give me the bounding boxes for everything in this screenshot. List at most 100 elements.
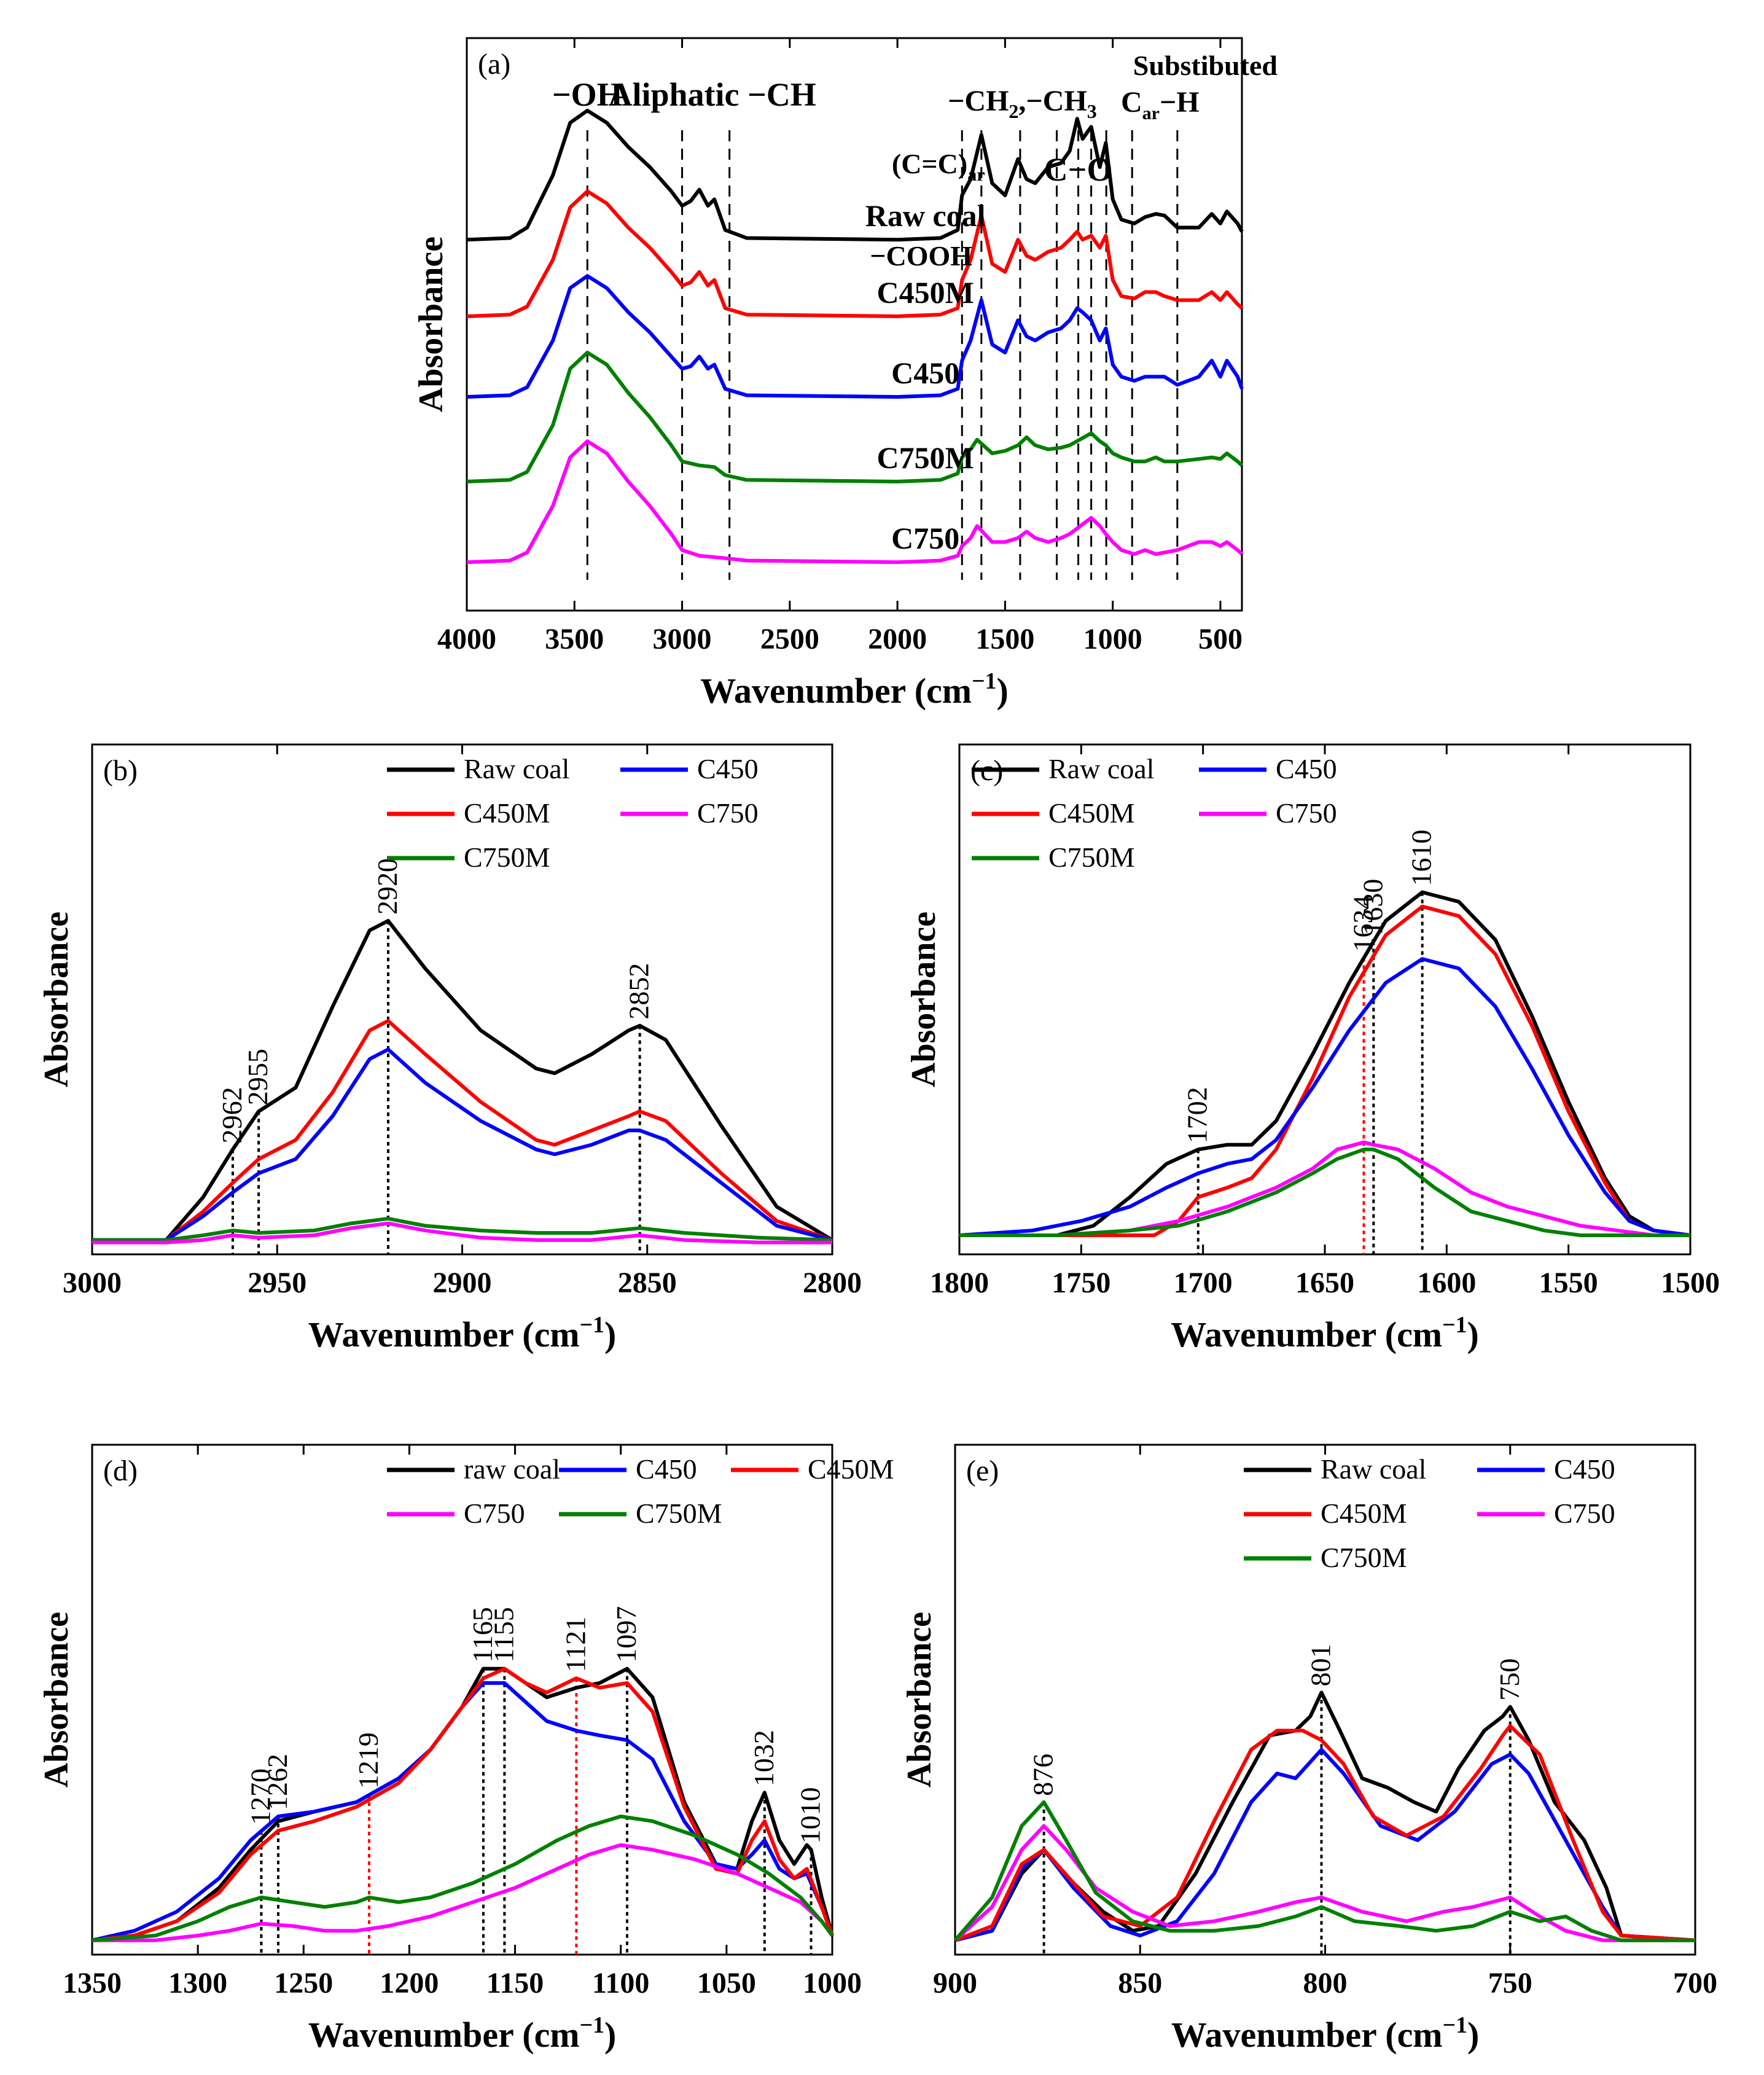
x-tick-label: 2500 xyxy=(760,623,819,655)
annotation-oh: −OH xyxy=(552,76,623,113)
legend-label: C450M xyxy=(464,797,550,829)
x-tick-label: 1600 xyxy=(1417,1267,1476,1299)
peak-label: 1010 xyxy=(795,1787,826,1843)
series-c750m xyxy=(92,1216,833,1242)
x-axis-label: Wavenumber (cm−1) xyxy=(308,1312,617,1354)
series-c450m xyxy=(92,1018,833,1242)
x-tick-label: 1500 xyxy=(975,623,1034,655)
x-tick-label: 2900 xyxy=(433,1267,492,1299)
x-tick-label: 3000 xyxy=(63,1267,122,1299)
series-c450 xyxy=(959,957,1691,1237)
x-tick-label: 750 xyxy=(1488,1967,1532,1999)
panel-b: 3000 2950 2900 2850 2800 Wavenumber (cm−1) Abs… xyxy=(37,743,862,1354)
y-axis-label: Absorbance xyxy=(905,912,943,1087)
peak-label: 1610 xyxy=(1406,829,1437,886)
series-c450m xyxy=(959,904,1691,1237)
x-tick-label: 2850 xyxy=(618,1267,677,1299)
peak-label: 1155 xyxy=(488,1607,519,1662)
legend-label: C450 xyxy=(1554,1453,1615,1485)
series-raw-coal xyxy=(954,1690,1696,1942)
series-c450m xyxy=(92,1667,834,1942)
panel-d: 1350 1300 1250 1200 1150 1100 1050 1000 Wavenumb… xyxy=(37,1444,894,2055)
legend-label: C750 xyxy=(464,1498,525,1529)
series-raw-coal xyxy=(466,109,1244,242)
peak-label: 1121 xyxy=(560,1617,591,1672)
annotation-cooh: −COOH xyxy=(870,240,972,272)
peak-label: 1097 xyxy=(611,1606,642,1663)
peak-label: 1262 xyxy=(262,1754,293,1810)
legend-label: C450M xyxy=(1048,797,1135,829)
legend-label: C750M xyxy=(1048,842,1135,873)
series-c750m xyxy=(953,1800,1695,1942)
x-tick-label: 1800 xyxy=(930,1267,989,1299)
x-tick-label: 4000 xyxy=(437,623,496,655)
x-axis-label: Wavenumber (cm−1) xyxy=(1171,2012,1480,2055)
series-c450 xyxy=(92,1047,833,1242)
plot-frame xyxy=(466,37,1243,612)
series-c750m xyxy=(92,1815,834,1942)
legend-label: C450 xyxy=(636,1453,697,1485)
panel-label: (d) xyxy=(103,1455,138,1487)
x-tick-label: 850 xyxy=(1118,1967,1162,1999)
peak-label: 876 xyxy=(1028,1754,1059,1796)
peak-label: 1702 xyxy=(1182,1087,1213,1143)
x-axis-label: Wavenumber (cm−1) xyxy=(1171,1312,1479,1354)
panel-label: (b) xyxy=(103,754,138,787)
series-raw-coal xyxy=(92,919,833,1242)
panel-c: 1800 1750 1700 1650 1600 1550 1500 Wavenumber (… xyxy=(905,743,1720,1354)
x-tick-label: 2000 xyxy=(868,623,927,655)
annotation-co: C−O xyxy=(1044,151,1113,188)
series-label: C450 xyxy=(891,356,959,390)
series-raw-coal xyxy=(959,890,1691,1237)
series-c750 xyxy=(959,1140,1690,1237)
x-tick-label: 1300 xyxy=(168,1967,227,1999)
legend-label: C450 xyxy=(697,753,759,784)
peak-label: 801 xyxy=(1305,1644,1336,1686)
legend-label: Raw coal xyxy=(1321,1453,1426,1485)
x-tick-label: 1150 xyxy=(486,1967,544,1999)
legend-label: C450M xyxy=(808,1453,894,1485)
annotation-cc-ar: (C=C)ar xyxy=(892,148,985,185)
x-tick-label: 1100 xyxy=(592,1967,649,1999)
x-tick-label: 1500 xyxy=(1661,1267,1720,1299)
legend-label: Raw coal xyxy=(1048,753,1154,784)
peak-label: 1270 xyxy=(244,1768,276,1825)
legend-label: C450M xyxy=(1321,1498,1407,1529)
x-tick-label: 1050 xyxy=(697,1967,756,1999)
x-tick-label: 1550 xyxy=(1539,1267,1598,1299)
panel-label: (a) xyxy=(478,48,510,80)
peak-label: 1032 xyxy=(748,1730,779,1786)
x-tick-label: 800 xyxy=(1303,1967,1348,1999)
series-c750 xyxy=(953,1824,1695,1942)
x-tick-label: 1650 xyxy=(1295,1267,1354,1299)
series-c450 xyxy=(954,1748,1696,1942)
plot-frame xyxy=(91,1444,833,1956)
legend-label: C750M xyxy=(636,1498,722,1529)
x-axis-label: Wavenumber (cm−1) xyxy=(700,668,1009,711)
x-tick-label: 1700 xyxy=(1174,1267,1233,1299)
series-label: C750M xyxy=(877,440,974,475)
x-tick-label: 1000 xyxy=(803,1967,862,1999)
legend-label: C750M xyxy=(1321,1542,1407,1573)
peak-label: 2920 xyxy=(372,858,403,915)
x-tick-label: 1250 xyxy=(274,1967,333,1999)
peak-label: 750 xyxy=(1494,1659,1525,1701)
y-axis-label: Absorbance xyxy=(900,1612,939,1788)
x-tick-label: 1000 xyxy=(1083,623,1142,655)
panel-e: 900 850 800 750 700 Wavenumber (cm−1) Absorban… xyxy=(900,1444,1717,2055)
peak-label: 2955 xyxy=(242,1049,273,1105)
series-label: C450M xyxy=(877,275,974,310)
series-c450m xyxy=(466,189,1244,318)
x-tick-label: 1750 xyxy=(1052,1267,1110,1299)
series-c750 xyxy=(92,1843,834,1942)
series-label: C750 xyxy=(891,521,959,555)
x-tick-label: 1350 xyxy=(63,1967,122,1999)
x-tick-label: 500 xyxy=(1198,623,1243,655)
peak-label: 1219 xyxy=(353,1732,384,1789)
legend-label: C750 xyxy=(697,797,759,829)
legend-label: C750M xyxy=(464,842,550,873)
series-c450 xyxy=(466,274,1244,399)
panel-label: (e) xyxy=(966,1455,999,1487)
annotation-car-h: Car−H xyxy=(1121,86,1200,123)
x-tick-label: 700 xyxy=(1673,1967,1717,1999)
